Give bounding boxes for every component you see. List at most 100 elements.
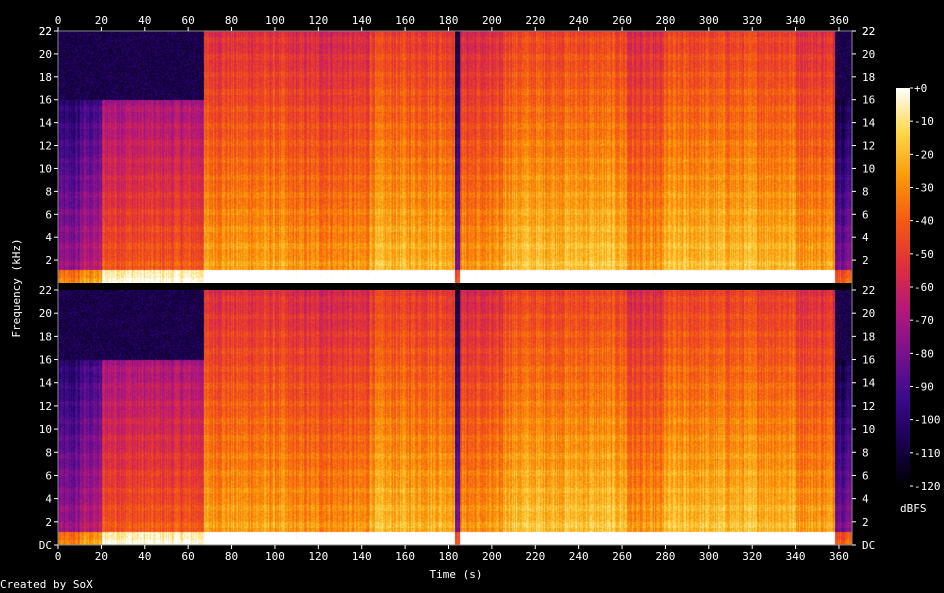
y-tick-label-right: 8	[862, 185, 869, 198]
spectrogram-channel-2	[58, 290, 852, 545]
colorbar-tick-label: -20	[914, 148, 934, 161]
y-tick-label-right: DC	[862, 539, 875, 552]
x-tick-label-top: 280	[655, 14, 675, 27]
x-tick-label-top: 100	[265, 14, 285, 27]
y-tick-label-right: 12	[862, 400, 875, 413]
x-tick-label-bottom: 220	[525, 550, 545, 563]
y-tick-label-left: 20	[39, 48, 52, 61]
colorbar-tick-label: -80	[914, 347, 934, 360]
y-tick-label-left: 4	[45, 231, 52, 244]
y-tick-label-right: 12	[862, 140, 875, 153]
y-tick-label-right: 6	[862, 469, 869, 482]
x-axis-label: Time (s)	[430, 568, 483, 581]
x-tick-label-bottom: 300	[699, 550, 719, 563]
y-tick-label-right: 14	[862, 377, 876, 390]
x-tick-label-bottom: 20	[95, 550, 108, 563]
colorbar-tick-label: -10	[914, 115, 934, 128]
y-tick-label-right: 10	[862, 162, 875, 175]
y-tick-label-left: 14	[39, 117, 53, 130]
y-tick-label-left: 14	[39, 377, 53, 390]
y-tick-label-left: 10	[39, 162, 52, 175]
y-tick-label-left: 18	[39, 330, 52, 343]
y-tick-label-left: 8	[45, 446, 52, 459]
colorbar-tick-label: -110	[914, 447, 941, 460]
x-tick-label-top: 60	[182, 14, 195, 27]
y-tick-label-left: 2	[45, 516, 52, 529]
plot-frame	[57, 30, 853, 546]
x-tick-label-bottom: 280	[655, 550, 675, 563]
colorbar-tick-label: -120	[914, 480, 941, 493]
x-tick-label-top: 320	[742, 14, 762, 27]
y-tick-label-right: 10	[862, 423, 875, 436]
x-tick-label-top: 360	[829, 14, 849, 27]
colorbar-tick-label: -50	[914, 248, 934, 261]
credit-text: Created by SoX	[0, 578, 93, 591]
x-tick-label-top: 160	[395, 14, 415, 27]
x-tick-label-bottom: 120	[308, 550, 328, 563]
y-tick-label-left: 16	[39, 354, 52, 367]
colorbar-ticks: +0 -10 -20 -30 -40 -50 -60 -70 -80 -90 -100 -110 -12…	[910, 82, 941, 493]
x-tick-label-bottom: 40	[138, 550, 151, 563]
y-tick-label-right: 2	[862, 254, 869, 267]
y-tick-label-right: 18	[862, 71, 875, 84]
x-tick-label-top: 80	[225, 14, 238, 27]
x-tick-label-bottom: 260	[612, 550, 632, 563]
x-tick-label-bottom: 0	[55, 550, 62, 563]
x-tick-label-bottom: 60	[182, 550, 195, 563]
y-tick-label-right: 20	[862, 48, 875, 61]
y-tick-label-left: DC	[39, 539, 52, 552]
colorbar-tick-label: -100	[914, 414, 941, 427]
y-tick-label-left: 2	[45, 254, 52, 267]
x-tick-label-bottom: 320	[742, 550, 762, 563]
x-tick-label-bottom: 80	[225, 550, 238, 563]
y-tick-label-right: 16	[862, 94, 875, 107]
y-tick-label-right: 4	[862, 493, 869, 506]
colorbar-label: dBFS	[900, 502, 927, 515]
y-tick-label-right: 8	[862, 446, 869, 459]
y-tick-label-right: 22	[862, 25, 875, 38]
y-tick-label-left: 12	[39, 400, 52, 413]
colorbar	[896, 88, 910, 486]
y-axis-label: Frequency (kHz)	[10, 238, 23, 337]
x-tick-label-bottom: 140	[352, 550, 372, 563]
x-tick-label-bottom: 360	[829, 550, 849, 563]
x-tick-label-bottom: 100	[265, 550, 285, 563]
x-tick-label-top: 200	[482, 14, 502, 27]
x-tick-label-top: 0	[55, 14, 62, 27]
y-tick-label-left: 22	[39, 284, 52, 297]
y-tick-label-left: 22	[39, 25, 52, 38]
x-tick-label-top: 20	[95, 14, 108, 27]
x-tick-label-bottom: 200	[482, 550, 502, 563]
x-tick-label-top: 120	[308, 14, 328, 27]
colorbar-tick-label: -30	[914, 182, 934, 195]
x-tick-label-top: 140	[352, 14, 372, 27]
y-tick-label-right: 4	[862, 231, 869, 244]
y-tick-label-left: 4	[45, 493, 52, 506]
spectrogram-panels	[58, 31, 852, 545]
y-tick-label-right: 22	[862, 25, 875, 38]
y-tick-label-left: 10	[39, 423, 52, 436]
y-tick-label-left: 16	[39, 94, 52, 107]
x-tick-label-top: 220	[525, 14, 545, 27]
x-tick-label-bottom: 340	[786, 550, 806, 563]
y-tick-label-right: 18	[862, 330, 875, 343]
spectrogram-channel-1	[58, 31, 852, 283]
x-tick-label-top: 180	[439, 14, 459, 27]
y-tick-label-right: 6	[862, 208, 869, 221]
y-tick-label-left: 6	[45, 208, 52, 221]
x-tick-label-bottom: 180	[439, 550, 459, 563]
y-tick-label-left: 22	[39, 25, 52, 38]
y-tick-label-right: 22	[862, 284, 875, 297]
y-tick-label-right: 2	[862, 516, 869, 529]
y-tick-label-left: 6	[45, 469, 52, 482]
x-tick-label-bottom: 240	[569, 550, 589, 563]
colorbar-tick-label: -40	[914, 215, 934, 228]
x-tick-label-top: 340	[786, 14, 806, 27]
x-tick-label-top: 240	[569, 14, 589, 27]
x-tick-label-top: 260	[612, 14, 632, 27]
x-tick-label-bottom: 160	[395, 550, 415, 563]
colorbar-tick-label: -90	[914, 381, 934, 394]
y-tick-label-right: 20	[862, 307, 875, 320]
colorbar-tick-label: -70	[914, 314, 934, 327]
